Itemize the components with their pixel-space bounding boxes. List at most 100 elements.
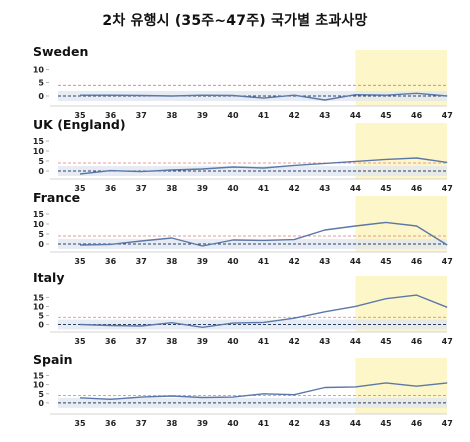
baseline-band (58, 397, 447, 408)
x-tick-label: 41 (258, 337, 270, 346)
x-tick-label: 37 (136, 419, 147, 428)
x-tick-label: 37 (136, 111, 147, 120)
x-tick-label: 45 (380, 257, 392, 266)
x-tick-label: 39 (197, 337, 209, 346)
x-tick-label: 47 (442, 337, 453, 346)
x-tick-label: 35 (74, 257, 86, 266)
baseline-band (58, 91, 447, 101)
x-tick-label: 36 (105, 257, 117, 266)
x-tick-label: 37 (136, 337, 147, 346)
x-tick-label: 43 (319, 337, 330, 346)
baseline-band (58, 239, 447, 249)
x-tick-label: 42 (289, 419, 300, 428)
y-tick-label: 0 (38, 167, 44, 176)
x-tick-label: 40 (227, 111, 239, 120)
x-tick-label: 46 (411, 111, 423, 120)
baseline-band (58, 166, 447, 176)
series-line (79, 382, 448, 400)
panel-title: UK (England) (33, 117, 126, 132)
y-tick-label: 10 (33, 302, 45, 311)
y-tick-label: 15 (33, 137, 45, 146)
x-tick-label: 40 (227, 257, 239, 266)
x-tick-label: 39 (197, 111, 209, 120)
x-tick-label: 35 (74, 419, 86, 428)
y-tick-label: 5 (38, 157, 44, 166)
panel-title: France (33, 190, 80, 205)
baseline-band (58, 319, 447, 330)
series-line (79, 294, 448, 328)
x-tick-label: 46 (411, 419, 423, 428)
y-tick-label: 0 (38, 240, 44, 249)
country-panel: 0 5 10 35 36 37 38 39 40 41 42 43 44 45 46 47 Sweden (33, 44, 453, 120)
x-tick-label: 40 (227, 337, 239, 346)
x-tick-label: 39 (197, 257, 209, 266)
y-tick-label: 15 (33, 293, 45, 302)
x-tick-label: 41 (258, 184, 270, 193)
x-tick-label: 45 (380, 184, 392, 193)
y-tick-label: 5 (38, 79, 44, 88)
x-tick-label: 43 (319, 111, 330, 120)
x-tick-label: 35 (74, 184, 86, 193)
x-tick-label: 42 (289, 337, 300, 346)
x-tick-label: 43 (319, 257, 330, 266)
x-tick-label: 38 (166, 111, 178, 120)
x-tick-label: 41 (258, 419, 270, 428)
x-tick-label: 42 (289, 257, 300, 266)
panel-title: Spain (33, 352, 73, 367)
series-line (79, 221, 448, 247)
x-tick-label: 39 (197, 419, 209, 428)
x-tick-label: 40 (227, 419, 239, 428)
x-tick-label: 45 (380, 419, 392, 428)
y-tick-label: 5 (38, 311, 44, 320)
x-tick-label: 44 (350, 419, 362, 428)
y-tick-label: 5 (38, 390, 44, 399)
y-tick-label: 10 (33, 65, 45, 74)
x-tick-label: 38 (166, 337, 178, 346)
x-tick-label: 37 (136, 257, 147, 266)
x-tick-label: 37 (136, 184, 147, 193)
panel-title: Italy (33, 270, 65, 285)
series-line (80, 92, 448, 101)
y-tick-label: 15 (33, 210, 45, 219)
y-tick-label: 10 (33, 147, 45, 156)
x-tick-label: 46 (411, 337, 423, 346)
x-tick-label: 38 (166, 419, 178, 428)
y-tick-label: 0 (38, 399, 44, 408)
x-tick-label: 42 (289, 111, 300, 120)
x-tick-label: 46 (411, 257, 423, 266)
y-tick-label: 0 (38, 92, 44, 101)
y-tick-label: 5 (38, 230, 44, 239)
panel-title: Sweden (33, 44, 88, 59)
x-tick-label: 38 (166, 257, 178, 266)
x-tick-label: 47 (442, 184, 453, 193)
x-tick-label: 39 (197, 184, 209, 193)
chart-title: 2차 유행시 (35주~47주) 국가별 초과사망 (102, 13, 368, 29)
x-tick-label: 43 (319, 184, 330, 193)
y-tick-label: 0 (38, 321, 44, 330)
x-tick-label: 44 (350, 111, 362, 120)
y-tick-label: 10 (33, 220, 45, 229)
x-tick-label: 35 (74, 111, 86, 120)
x-tick-label: 40 (227, 184, 239, 193)
x-tick-label: 46 (411, 184, 423, 193)
x-tick-label: 43 (319, 419, 330, 428)
x-tick-label: 36 (105, 184, 117, 193)
x-tick-label: 47 (442, 257, 453, 266)
x-tick-label: 41 (258, 257, 270, 266)
x-tick-label: 35 (74, 337, 86, 346)
x-tick-label: 47 (442, 419, 453, 428)
x-tick-label: 44 (350, 337, 362, 346)
y-tick-label: 10 (33, 381, 45, 390)
x-tick-label: 44 (350, 184, 362, 193)
y-tick-label: 15 (33, 372, 45, 381)
x-tick-label: 36 (105, 337, 117, 346)
x-tick-label: 45 (380, 337, 392, 346)
series-line (79, 157, 448, 175)
x-tick-label: 36 (105, 419, 117, 428)
x-tick-label: 42 (289, 184, 300, 193)
